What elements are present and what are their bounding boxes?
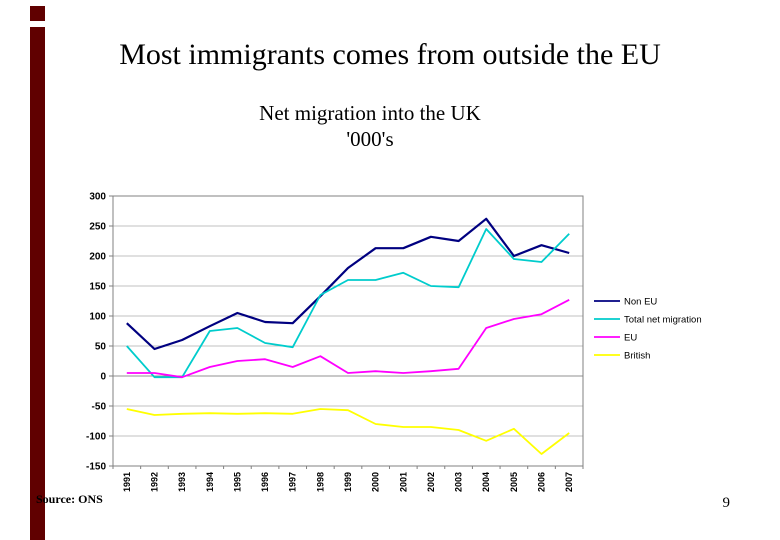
x-tick-label: 2001: [398, 472, 408, 492]
legend-item: British: [594, 351, 650, 362]
legend-label: Non EU: [624, 297, 657, 308]
chart-area: -150 -100 -50 0 50 100 150 200 250 300 1991 1992 199…: [70, 183, 720, 513]
legend-label: Total net migration: [624, 315, 702, 326]
legend: Non EU Total net migration EU British: [594, 297, 702, 362]
x-tick-label: 1997: [288, 472, 298, 492]
x-tick-label: 1993: [177, 472, 187, 492]
series-line-non-eu: [126, 217, 570, 351]
x-axis-labels: 1991 1992 1993 1994 1995 1996 1997 1998 1999 2000…: [112, 466, 584, 492]
y-tick-label: 150: [89, 282, 106, 293]
y-tick-label: 300: [89, 192, 106, 203]
legend-item: Non EU: [594, 297, 657, 308]
series-line-british: [126, 408, 570, 455]
x-tick-label: 1992: [149, 472, 159, 492]
plot-border: [112, 195, 584, 467]
series-line-eu: [126, 299, 570, 379]
x-tick-label: 1999: [343, 472, 353, 492]
chart-title: Net migration into the UK: [259, 101, 481, 125]
left-accent-bar: [30, 27, 45, 540]
x-tick-label: 2005: [509, 472, 519, 492]
series-line-total-net-migration: [126, 228, 570, 379]
legend-label: British: [624, 351, 650, 362]
y-tick-label: 200: [89, 252, 106, 263]
x-tick-label: 2002: [426, 472, 436, 492]
y-axis-labels: -150 -100 -50 0 50 100 150 200 250 300: [86, 192, 106, 473]
x-tick-label: 1994: [205, 472, 215, 492]
y-tick-label: 0: [100, 372, 106, 383]
x-tick-label: 2003: [454, 472, 464, 492]
x-tick-label: 2006: [537, 472, 547, 492]
chart-title-block: Net migration into the UK '000's: [40, 100, 700, 152]
x-tick-label: 2004: [481, 472, 491, 492]
y-tick-label: 50: [95, 342, 107, 353]
legend-label: EU: [624, 333, 637, 344]
x-tick-label: 1995: [232, 472, 242, 492]
y-tick-label: 100: [89, 312, 106, 323]
x-tick-label: 1991: [122, 472, 132, 492]
y-tick-label: 250: [89, 222, 106, 233]
x-tick-label: 1998: [315, 472, 325, 492]
chart-subtitle: '000's: [346, 127, 394, 151]
page-number: 9: [722, 495, 731, 511]
source-label: Source: ONS: [36, 492, 103, 506]
legend-item: EU: [594, 333, 637, 344]
y-tick-label: -150: [86, 462, 106, 473]
x-tick-label: 2007: [564, 472, 574, 492]
slide-title: Most immigrants comes from outside the E…: [119, 38, 661, 71]
y-tick-label: -100: [86, 432, 106, 443]
left-accent-square: [30, 6, 45, 21]
y-tick-label: -50: [92, 402, 107, 413]
x-tick-label: 2000: [371, 472, 381, 492]
legend-item: Total net migration: [594, 315, 702, 326]
x-tick-label: 1996: [260, 472, 270, 492]
gridlines: [109, 195, 583, 467]
